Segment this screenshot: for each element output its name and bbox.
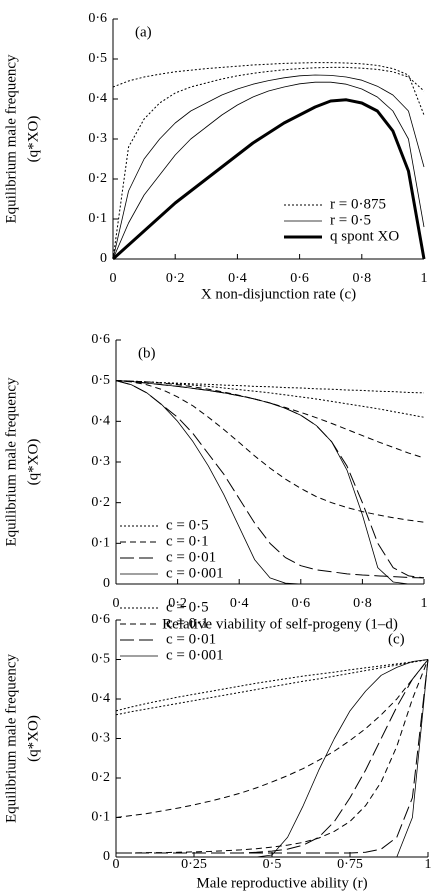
x-tick-label: 0 (110, 271, 117, 286)
y-tick-label: 0·5 (91, 652, 110, 667)
series-line (115, 380, 425, 579)
x-tick-label: 1 (421, 271, 428, 286)
legend-label: c = 0·001 (166, 565, 224, 581)
series-line (115, 380, 425, 459)
series-line (115, 380, 424, 585)
x-tick-label: 0 (113, 857, 120, 872)
y-tick-label: 0·1 (91, 810, 110, 825)
series-line (115, 380, 424, 585)
series-line (115, 380, 425, 418)
x-tick-label: 0·4 (228, 271, 247, 286)
series-line (112, 66, 425, 260)
series-line (111, 98, 426, 261)
x-tick-label: 0·75 (337, 857, 363, 872)
series-line (116, 659, 429, 854)
series-line (116, 659, 429, 854)
x-axis-label: Male reproductive ability (r) (196, 875, 367, 891)
legend-label: c = 0·5 (166, 599, 209, 615)
y-tick-label: 0·1 (91, 536, 110, 551)
series-line (116, 659, 429, 854)
series-line (115, 380, 425, 523)
legend-label: c = 0·1 (166, 533, 209, 549)
legend-label: c = 0·001 (166, 647, 224, 663)
y-tick-label: 0·3 (88, 131, 107, 146)
y-tick-label: 0·6 (88, 11, 107, 26)
y-axis-label: (q*XO) (25, 439, 41, 486)
x-tick-label: 0·8 (353, 596, 372, 611)
panel-label: (c) (388, 631, 405, 647)
x-tick-label: 0·25 (181, 857, 207, 872)
y-axis-label: (q*XO) (25, 116, 41, 163)
legend-label: r = 0·5 (330, 212, 371, 228)
y-axis-label: (q*XO) (25, 715, 41, 762)
x-tick-label: 0·2 (168, 596, 187, 611)
series-line (112, 74, 425, 260)
series-line (116, 659, 429, 858)
y-tick-label: 0·1 (88, 211, 107, 226)
y-axis-label: Equilibrium male frequency (3, 377, 19, 547)
legend-label: c = 0·5 (166, 517, 209, 533)
y-tick-label: 0·6 (91, 332, 110, 347)
x-tick-label: 0 (113, 596, 120, 611)
y-tick-label: 0·2 (88, 171, 107, 186)
legend-label: c = 0·01 (166, 549, 216, 565)
y-tick-label: 0·4 (91, 414, 110, 429)
y-tick-label: 0·5 (91, 373, 110, 388)
legend-label: r = 0·875 (330, 196, 386, 212)
series-line (115, 380, 425, 579)
panel-label: (b) (138, 345, 156, 361)
y-tick-label: 0·4 (91, 691, 110, 706)
series-line (115, 659, 429, 818)
y-tick-label: 0·6 (91, 612, 110, 627)
y-tick-label: 0 (100, 251, 107, 266)
y-tick-label: 0·2 (91, 495, 110, 510)
y-tick-label: 0·3 (91, 454, 110, 469)
series-line (112, 62, 425, 116)
y-axis-label: Equilibrium male frequency (3, 653, 19, 823)
x-tick-label: 1 (425, 857, 432, 872)
series-line (115, 659, 429, 712)
series-line (116, 659, 429, 858)
y-tick-label: 0 (103, 576, 110, 591)
x-axis-label: X non-disjunction rate (c) (201, 286, 356, 302)
legend-label: c = 0·1 (166, 615, 209, 631)
legend-label: c = 0·01 (166, 631, 216, 647)
x-tick-label: 0·6 (290, 271, 309, 286)
panel-label: (a) (135, 24, 152, 40)
x-tick-label: 0·8 (352, 271, 371, 286)
x-tick-label: 0·5 (263, 857, 282, 872)
x-tick-label: 0·4 (230, 596, 249, 611)
y-tick-label: 0 (103, 849, 110, 864)
y-tick-label: 0·5 (88, 51, 107, 66)
x-tick-label: 0·2 (166, 271, 185, 286)
y-tick-label: 0·4 (88, 91, 107, 106)
series-line (115, 380, 425, 394)
x-tick-label: 1 (421, 596, 428, 611)
y-tick-label: 0·2 (91, 770, 110, 785)
x-tick-label: 0·6 (291, 596, 310, 611)
y-tick-label: 0·3 (91, 731, 110, 746)
x-axis-label: Relative viability of self-progeny (1–d) (162, 616, 398, 632)
series-line (115, 659, 429, 716)
y-axis-label: Equilibrium male frequency (3, 54, 19, 224)
legend-label: q spont XO (330, 228, 399, 244)
series-line (112, 81, 425, 260)
